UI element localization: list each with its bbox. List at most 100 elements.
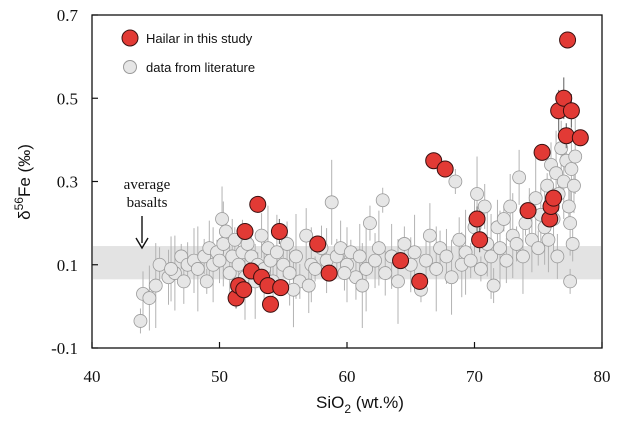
literature-point (509, 237, 524, 251)
literature-points (133, 119, 583, 334)
literature-point (391, 274, 405, 289)
literature-point (324, 195, 339, 210)
literature-point (477, 199, 492, 214)
literature-point (190, 262, 205, 276)
literature-point (531, 241, 546, 256)
y-tick-label: -0.1 (51, 339, 78, 358)
literature-point (227, 232, 242, 247)
literature-point (486, 278, 501, 293)
hailar-point (533, 143, 551, 161)
hailar-point (555, 89, 573, 107)
hailar-point (392, 252, 410, 270)
x-tick-label: 50 (211, 367, 228, 386)
literature-point (222, 266, 237, 280)
hailar-point (557, 127, 575, 145)
literature-point (419, 253, 433, 268)
literature-point (397, 237, 412, 251)
band-label-line2: basalts (127, 195, 168, 211)
literature-point (564, 162, 579, 176)
hailar-points (227, 31, 589, 313)
literature-point (470, 187, 484, 201)
literature-point (563, 274, 578, 289)
literature-point (280, 237, 294, 251)
literature-point (148, 278, 163, 293)
literature-point (444, 270, 459, 285)
x-tick-label: 70 (466, 367, 483, 386)
literature-point (164, 262, 178, 276)
literature-point (499, 253, 514, 268)
literature-point (368, 253, 382, 268)
literature-point (269, 245, 284, 260)
hailar-point (320, 264, 338, 282)
literature-point (568, 149, 583, 164)
hailar-point (471, 231, 489, 249)
hailar-point (468, 210, 486, 228)
literature-point (301, 278, 316, 293)
literature-point (550, 249, 565, 264)
band-arrow-head (135, 237, 149, 250)
literature-point (422, 228, 437, 243)
literature-point (308, 262, 323, 276)
hailar-point (519, 202, 537, 220)
literature-point (473, 262, 488, 276)
hailar-point (562, 102, 580, 120)
literature-point (215, 212, 229, 226)
hailar-point (249, 195, 267, 213)
legend-label-hailar: Hailar in this study (146, 31, 253, 46)
legend: Hailar in this study data from literatur… (121, 29, 255, 75)
literature-point (496, 212, 511, 226)
literature-point (463, 253, 478, 268)
literature-point (218, 224, 233, 239)
axis-ticks: 40 50 60 70 80 -0.1 0.1 0.3 0.5 0.7 (51, 6, 610, 386)
literature-point (299, 228, 314, 243)
literature-point (352, 249, 367, 264)
literature-point (375, 193, 390, 208)
literature-point (282, 266, 297, 280)
y-tick-label: 0.5 (57, 89, 78, 108)
literature-point (378, 266, 393, 280)
hailar-point (262, 295, 279, 313)
hailar-point (425, 152, 443, 170)
literature-point (371, 241, 386, 256)
literature-point (448, 174, 463, 189)
literature-point (484, 249, 498, 264)
hailar-point (270, 222, 288, 240)
legend-marker-literature (123, 60, 137, 74)
hailar-point (436, 160, 454, 178)
y-tick-label: 0.1 (57, 256, 78, 275)
hailar-point (545, 189, 563, 207)
legend-marker-hailar (121, 29, 139, 47)
hailar-point (571, 129, 589, 147)
literature-point (152, 257, 167, 272)
literature-point (452, 232, 467, 247)
hailar-point (236, 222, 254, 240)
literature-point (528, 191, 543, 206)
y-tick-label: 0.3 (57, 173, 78, 192)
hailar-point (411, 272, 429, 290)
y-axis-title: δ56Fe (‰) (12, 144, 34, 220)
band-label-line1: average (124, 177, 171, 193)
literature-point (254, 228, 269, 243)
literature-point (337, 266, 352, 280)
literature-point (503, 199, 518, 214)
literature-point (439, 249, 454, 264)
literature-point (142, 291, 157, 305)
literature-point (561, 199, 576, 214)
literature-point (540, 178, 555, 193)
x-tick-label: 80 (594, 367, 611, 386)
literature-point (176, 274, 191, 289)
literature-point (541, 232, 556, 247)
literature-point (199, 274, 214, 289)
literature-point (359, 262, 374, 276)
literature-point (216, 237, 231, 251)
literature-point (355, 278, 370, 293)
hailar-point (235, 281, 253, 299)
literature-point (212, 253, 227, 268)
hailar-point (559, 31, 577, 49)
literature-point (563, 216, 578, 231)
literature-point (493, 241, 507, 256)
legend-label-literature: data from literature (146, 60, 255, 75)
literature-point (429, 262, 444, 276)
literature-point (363, 216, 377, 231)
